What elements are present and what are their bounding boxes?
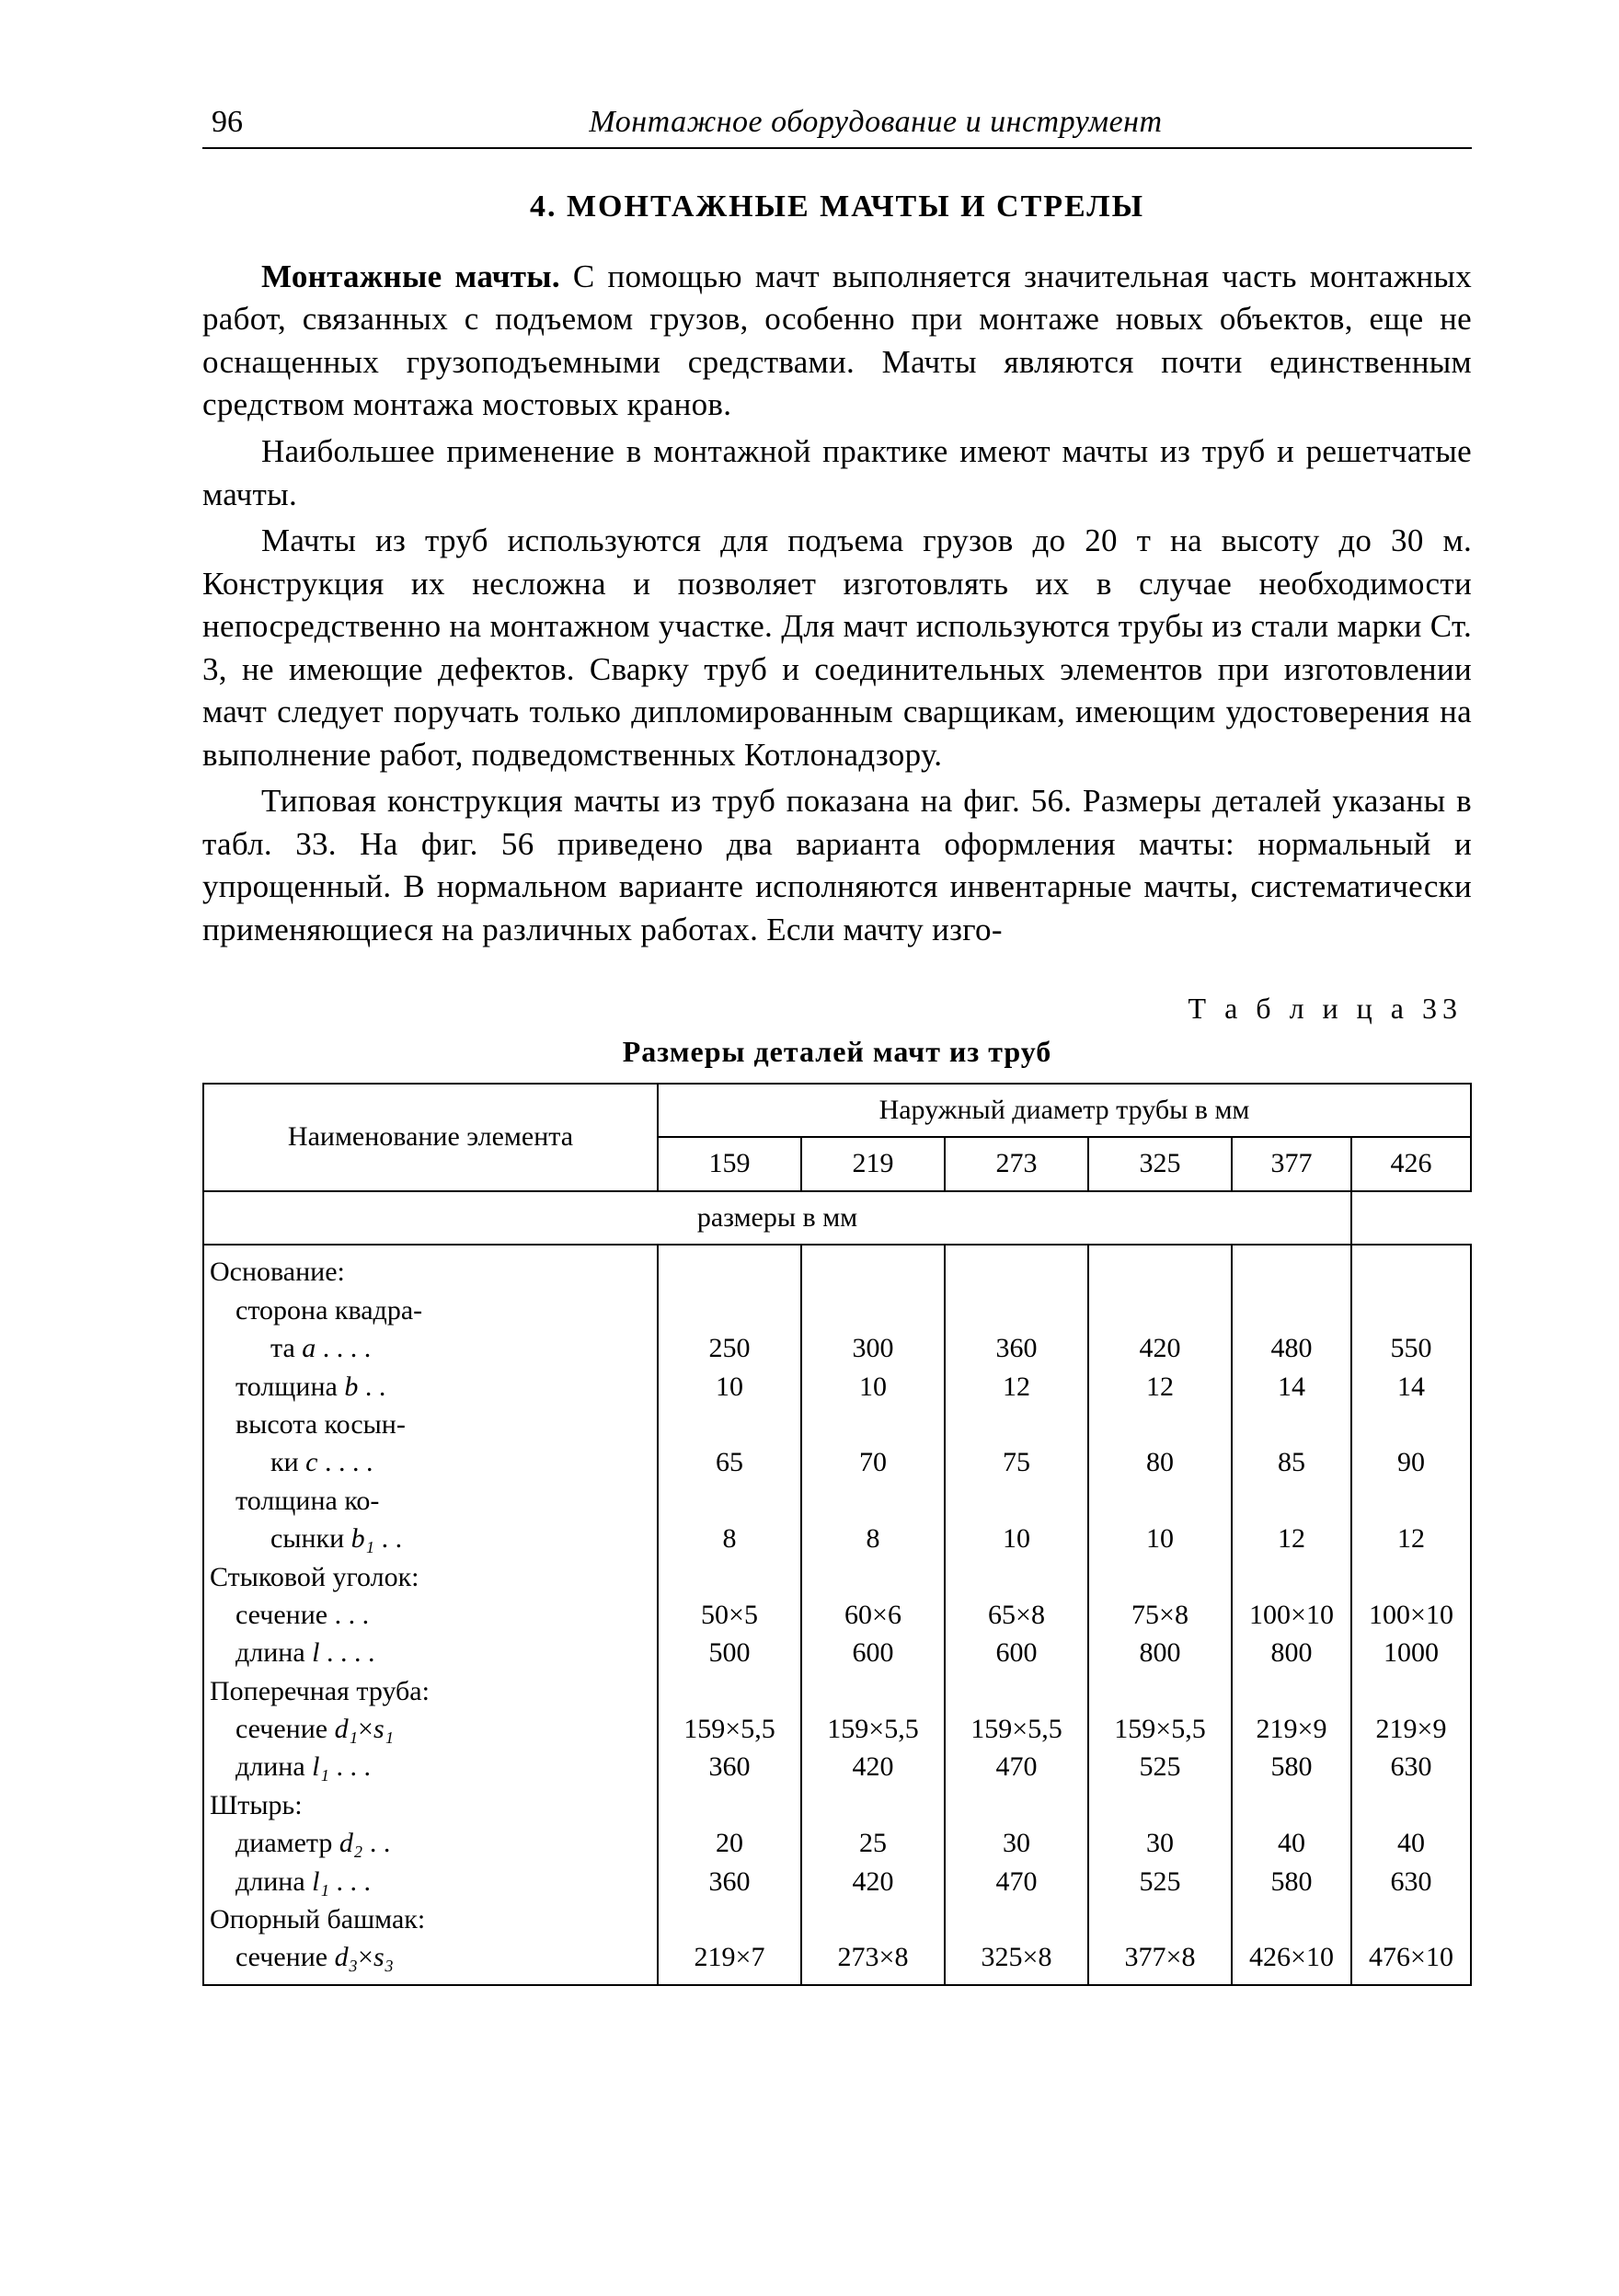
col-h-2: 273 (945, 1137, 1088, 1191)
section-title: 4. МОНТАЖНЫЕ МАЧТЫ И СТРЕЛЫ (202, 186, 1472, 228)
col-h-1: 219 (801, 1137, 945, 1191)
sub-header: размеры в мм (203, 1191, 1351, 1246)
paragraph-2: Наибольшее применение в монтажной практи… (202, 430, 1472, 516)
table-head: Наименование элемента Наружный диаметр т… (203, 1084, 1471, 1246)
rowhead-label: Наименование элемента (203, 1084, 658, 1191)
table-label: Т а б л и ц а 33 (202, 989, 1472, 1028)
paragraph-1-lead: Монтажные мачты. (261, 258, 560, 294)
col-h-4: 377 (1232, 1137, 1351, 1191)
col-group-header: Наружный диаметр трубы в мм (658, 1084, 1471, 1138)
col-h-5: 426 (1351, 1137, 1471, 1191)
running-title: Монтажное оборудование и инструмент (280, 101, 1472, 144)
data-col-1: 30010 70 8 60×6600 159×5,5420 25420 273×… (801, 1245, 945, 1984)
col-h-0: 159 (658, 1137, 801, 1191)
rowhead-cell: Основание:сторона квадра-та a . . . .тол… (203, 1245, 658, 1984)
table-body: Основание:сторона квадра-та a . . . .тол… (203, 1245, 1471, 1984)
data-col-2: 36012 75 10 65×8600 159×5,5470 30470 325… (945, 1245, 1088, 1984)
data-col-5: 55014 90 12 100×101000 219×9630 40630 47… (1351, 1245, 1471, 1984)
data-col-0: 25010 65 8 50×5500 159×5,5360 20360 219×… (658, 1245, 801, 1984)
data-col-4: 48014 85 12 100×10800 219×9580 40580 426… (1232, 1245, 1351, 1984)
paragraph-1: Монтажные мачты. С помощью мачт выполняе… (202, 256, 1472, 427)
table-body-row: Основание:сторона квадра-та a . . . .тол… (203, 1245, 1471, 1984)
table-caption: Размеры деталей мачт из труб (202, 1032, 1472, 1072)
page-number: 96 (202, 101, 243, 144)
data-table: Наименование элемента Наружный диаметр т… (202, 1083, 1472, 1986)
col-h-3: 325 (1088, 1137, 1232, 1191)
data-col-3: 42012 80 10 75×8800 159×5,5525 30525 377… (1088, 1245, 1232, 1984)
page-header: 96 Монтажное оборудование и инструмент (202, 101, 1472, 149)
paragraph-4: Типовая конструкция мачты из труб показа… (202, 780, 1472, 951)
document-page: 96 Монтажное оборудование и инструмент 4… (0, 0, 1619, 2296)
paragraph-3: Мачты из труб используются для подъема г… (202, 520, 1472, 776)
